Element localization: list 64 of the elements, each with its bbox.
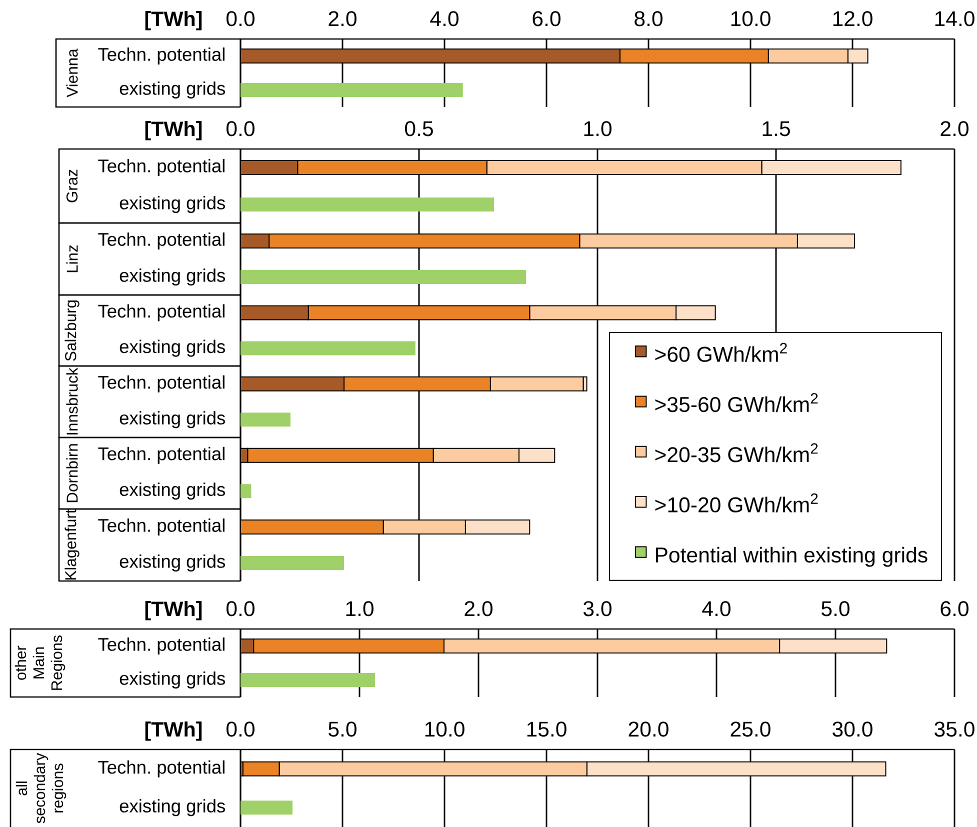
x-tick-label: 12.0 bbox=[833, 11, 872, 26]
x-tick-label: 0.0 bbox=[226, 601, 254, 616]
y-tick-label: existing grids bbox=[120, 482, 226, 500]
x-tick-label: 1.0 bbox=[584, 121, 612, 136]
x-tick-label: 0.0 bbox=[226, 121, 254, 136]
y-tick-label: Techn. potential bbox=[98, 375, 224, 392]
x-tick-label: 0.0 bbox=[226, 722, 254, 737]
y-tick-label: existing grids bbox=[120, 268, 226, 286]
x-tick-label: 10.0 bbox=[731, 11, 770, 26]
x-tick-label: 10.0 bbox=[425, 722, 464, 737]
x-tick-label: 5.0 bbox=[328, 722, 356, 737]
y-tick-label: existing grids bbox=[120, 81, 226, 99]
x-tick-label: 1.0 bbox=[346, 601, 374, 616]
x-tick-label: 15.0 bbox=[527, 722, 566, 737]
y-tick-label: Techn. potential bbox=[98, 760, 224, 778]
x-tick-label: 5.0 bbox=[822, 601, 850, 616]
y-tick-label: Techn. potential bbox=[98, 304, 224, 322]
x-axis-title: [TWh] bbox=[145, 601, 202, 620]
x-axis-title: [TWh] bbox=[145, 11, 202, 30]
x-tick-label: 3.0 bbox=[583, 601, 612, 616]
y-tick-label: existing grids bbox=[120, 554, 226, 572]
x-tick-label: 30.0 bbox=[832, 722, 872, 737]
y-tick-label: Techn. potential bbox=[98, 637, 224, 655]
y-tick-label: existing grids bbox=[120, 671, 226, 689]
y-tick-label: Techn. potential bbox=[98, 47, 224, 65]
y-axis-title: Salzburg bbox=[64, 300, 80, 361]
x-axis-title: [TWh] bbox=[145, 722, 202, 741]
y-axis-title: Graz bbox=[66, 170, 78, 202]
x-tick-label: 4.0 bbox=[430, 11, 458, 26]
legend-label: >10-20 GWh/km$^{2}$ bbox=[655, 493, 818, 512]
x-tick-label: 4.0 bbox=[702, 601, 730, 616]
x-axis-title: [TWh] bbox=[145, 121, 202, 140]
y-tick-label: Techn. potential bbox=[98, 518, 224, 536]
x-tick-label: 8.0 bbox=[634, 11, 662, 26]
y-axis-title: Innsbruck bbox=[66, 368, 78, 434]
y-axis-title: Linz bbox=[66, 245, 78, 272]
y-tick-label: Techn. potential bbox=[98, 232, 224, 250]
legend-label: >20-35 GWh/km$^{2}$ bbox=[655, 443, 818, 462]
y-tick-label: Techn. potential bbox=[98, 158, 224, 176]
x-tick-label: 20.0 bbox=[628, 722, 668, 737]
y-axis-title: Vienna bbox=[66, 48, 78, 98]
y-axis-title: all secondary regions bbox=[16, 752, 66, 824]
y-axis-title: Klagenfurt bbox=[64, 509, 80, 580]
x-tick-label: 6.0 bbox=[532, 11, 560, 26]
y-tick-label: existing grids bbox=[120, 196, 226, 214]
y-tick-label: existing grids bbox=[120, 340, 226, 357]
legend-label: >60 GWh/km$^{2}$ bbox=[655, 342, 787, 362]
y-axis-title: Dornbirn bbox=[66, 444, 78, 502]
x-tick-label: 0.5 bbox=[405, 121, 433, 136]
x-tick-label: 14.0 bbox=[935, 11, 974, 26]
legend-label: >35-60 GWh/km$^{2}$ bbox=[655, 393, 818, 412]
x-tick-label: 2.0 bbox=[940, 121, 968, 136]
y-tick-label: existing grids bbox=[120, 411, 226, 428]
legend-label: Potential within existing grids bbox=[656, 546, 928, 567]
y-axis-title: other Main Regions bbox=[14, 635, 66, 690]
x-tick-label: 0.0 bbox=[226, 11, 254, 26]
y-tick-label: existing grids bbox=[120, 799, 226, 816]
x-tick-label: 35.0 bbox=[934, 722, 974, 737]
x-tick-label: 25.0 bbox=[730, 722, 770, 737]
x-tick-label: 2.0 bbox=[328, 11, 356, 26]
y-tick-label: Techn. potential bbox=[98, 446, 224, 464]
x-tick-label: 2.0 bbox=[464, 601, 492, 616]
x-tick-label: 6.0 bbox=[940, 601, 968, 616]
x-tick-label: 1.5 bbox=[762, 121, 790, 136]
